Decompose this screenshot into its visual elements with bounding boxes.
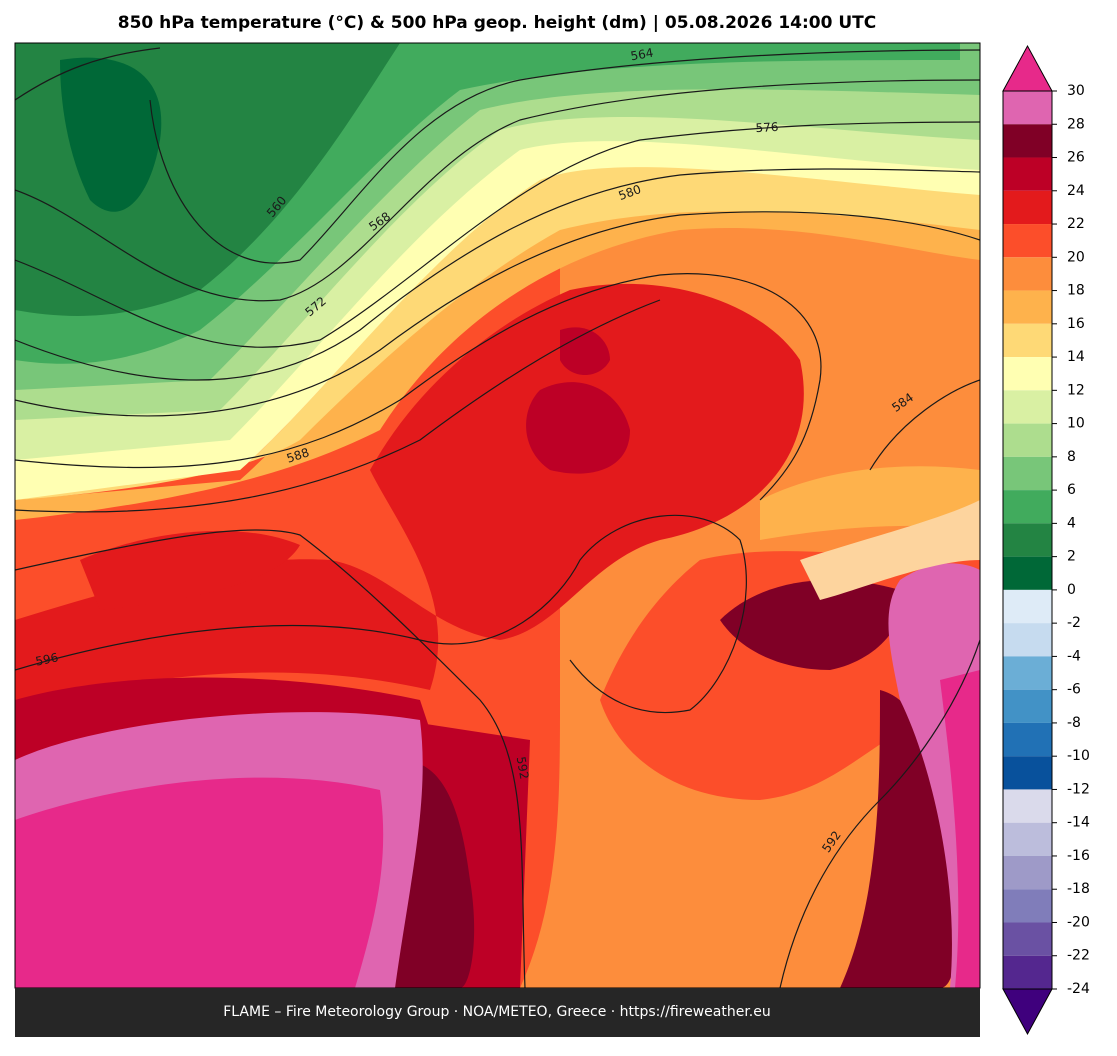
colorbar-tick-label: -18 [1067,881,1090,897]
colorbar-tick-label: -20 [1067,914,1090,930]
colorbar-tick-label: 16 [1067,316,1085,332]
colorbar-tick-label: 12 [1067,382,1085,398]
colorbar-band [1003,822,1052,856]
colorbar-tick-label: 30 [1067,83,1085,99]
colorbar-tick-label: 20 [1067,249,1085,265]
colorbar-tick-label: 2 [1067,549,1076,565]
colorbar-band [1003,689,1052,723]
colorbar-tick-label: 28 [1067,116,1085,132]
colorbar-band [1003,157,1052,191]
colorbar-band [1003,257,1052,291]
colorbar-band [1003,390,1052,424]
footer: FLAME – Fire Meteorology Group · NOA/MET… [223,1004,771,1020]
colorbar-band [1003,855,1052,890]
colorbar-tick-label: 10 [1067,416,1085,432]
colorbar-band [1003,224,1052,258]
colorbar-tick-label: 8 [1067,449,1076,465]
colorbar-band [1003,523,1052,557]
colorbar-band [1003,623,1052,657]
colorbar-band [1003,357,1052,391]
colorbar-band [1003,490,1052,524]
contour-label: 588 [285,445,311,465]
colorbar-tick-label: 0 [1067,582,1076,598]
colorbar-band [1003,323,1052,358]
colorbar-tick-label: 6 [1067,482,1076,498]
colorbar-band [1003,656,1052,690]
colorbar-band [1003,722,1052,757]
map [15,43,980,988]
colorbar-tick-label: -12 [1067,781,1090,797]
colorbar-band [1003,290,1052,324]
colorbar-extend-max [1002,44,1053,92]
colorbar-tick-label: -6 [1067,682,1081,698]
colorbar-tick-label: 4 [1067,515,1076,531]
colorbar-band [1003,922,1052,956]
footer-bar [15,988,980,1037]
colorbar-tick-label: 14 [1067,349,1085,365]
colorbar-band [1003,190,1052,225]
colorbar-tick-label: -4 [1067,648,1081,664]
colorbar-tick-label: 26 [1067,150,1085,166]
title: 850 hPa temperature (°C) & 500 hPa geop.… [118,13,877,33]
colorbar-band [1003,756,1052,790]
contour-label: 564 [629,46,654,64]
colorbar-tick-label: 22 [1067,216,1085,232]
colorbar-tick-label: -16 [1067,848,1090,864]
colorbar-band [1003,556,1052,590]
contour-label: 596 [34,650,59,668]
colorbar-tick-label: -22 [1067,948,1090,964]
colorbar-band [1003,124,1052,158]
colorbar-tick-label: -24 [1067,981,1090,997]
colorbar-extend-min [1002,988,1053,1036]
colorbar-tick-label: -14 [1067,815,1090,831]
colorbar-tick-label: -10 [1067,748,1090,764]
colorbar-band [1003,955,1052,989]
colorbar-tick-label: -8 [1067,715,1081,731]
contour-label: 592 [514,755,532,780]
colorbar-band [1003,889,1052,923]
colorbar: 302826242220181614121086420-2-4-6-8-10-1… [1002,44,1090,1036]
contour-label: 576 [755,120,779,135]
colorbar-tick-label: 18 [1067,283,1085,299]
colorbar-band [1003,789,1052,823]
colorbar-frame [1002,90,1053,990]
colorbar-band [1003,91,1052,125]
colorbar-band [1003,589,1052,624]
colorbar-tick-label: -2 [1067,615,1081,631]
colorbar-band [1003,456,1052,491]
colorbar-band [1003,423,1052,457]
colorbar-tick-label: 24 [1067,183,1085,199]
